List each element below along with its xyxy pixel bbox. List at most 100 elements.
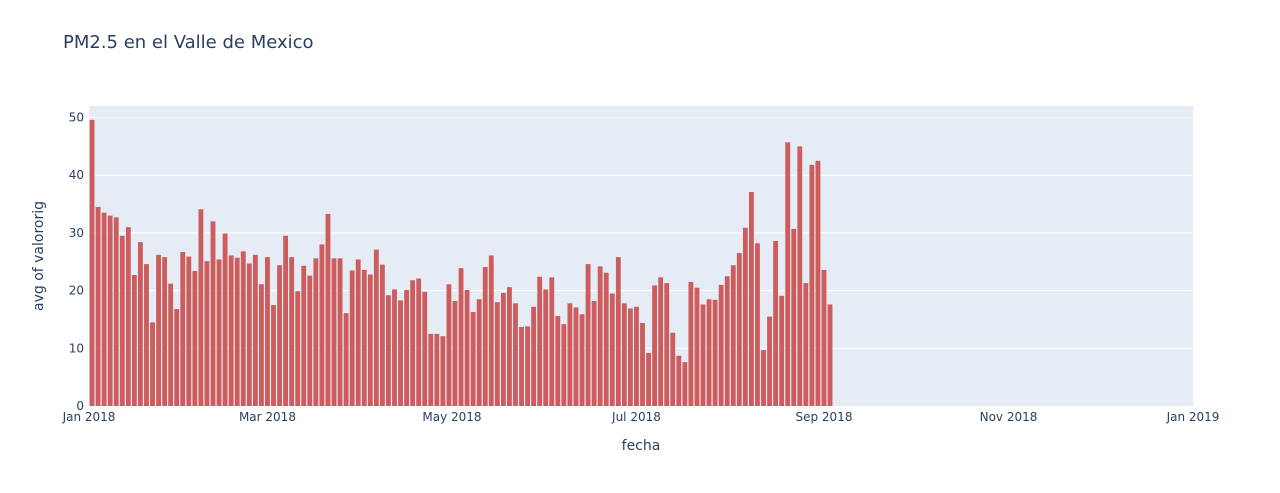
bar[interactable] [416,278,422,407]
bar[interactable] [627,308,633,407]
bar[interactable] [361,269,367,406]
bar[interactable] [724,276,730,406]
bar[interactable] [470,311,476,406]
bar[interactable] [258,284,264,406]
bar[interactable] [168,283,174,406]
bar[interactable] [561,324,567,406]
bar[interactable] [138,242,143,406]
bar[interactable] [113,217,119,406]
bar[interactable] [694,287,700,406]
bar[interactable] [283,235,289,406]
bar[interactable] [404,290,410,406]
bar[interactable] [301,265,307,406]
bar[interactable] [652,285,658,406]
bar[interactable] [603,272,609,406]
bar[interactable] [277,265,282,406]
bar[interactable] [555,316,561,406]
bar[interactable] [767,316,772,406]
bar[interactable] [398,300,403,406]
bar[interactable] [144,264,149,406]
bar[interactable] [101,212,107,406]
bar[interactable] [410,280,416,406]
bar[interactable] [422,291,428,406]
bar[interactable] [265,257,270,406]
bar[interactable] [337,258,343,406]
bar[interactable] [785,142,791,406]
bar[interactable] [162,257,168,406]
bar[interactable] [488,255,494,406]
bar[interactable] [761,350,766,406]
bar[interactable] [827,304,833,406]
bar[interactable] [494,302,500,406]
bar[interactable] [95,206,101,406]
bar[interactable] [730,265,736,406]
bar[interactable] [246,263,252,407]
bar[interactable] [150,322,155,406]
bar[interactable] [319,244,325,406]
bar[interactable] [736,253,742,406]
bar[interactable] [307,275,313,406]
bar[interactable] [355,259,361,406]
bar[interactable] [537,276,543,406]
bar[interactable] [543,289,549,406]
bar[interactable] [392,289,397,406]
bar[interactable] [573,307,579,406]
bar[interactable] [198,209,204,406]
bar[interactable] [797,146,803,406]
bar[interactable] [446,284,452,406]
bar[interactable] [107,215,113,406]
bar[interactable] [156,254,161,406]
bar[interactable] [779,295,785,406]
bar[interactable] [748,191,754,406]
bar[interactable] [718,284,724,406]
bar[interactable] [434,333,440,406]
bar[interactable] [791,228,797,406]
bar[interactable] [640,322,645,406]
bar[interactable] [476,299,482,406]
bar[interactable] [507,287,512,406]
bar[interactable] [803,283,809,406]
bar[interactable] [815,160,821,406]
bar[interactable] [349,270,355,406]
bar[interactable] [386,295,391,406]
bar[interactable] [700,304,706,406]
bar[interactable] [452,301,458,406]
bar[interactable] [621,303,627,406]
bar[interactable] [597,266,603,406]
bar[interactable] [773,241,779,406]
bar[interactable] [464,290,470,406]
bar[interactable] [688,281,694,406]
bar[interactable] [712,299,718,406]
bar[interactable] [591,301,597,406]
bar[interactable] [615,257,621,406]
bar[interactable] [821,269,827,406]
bar[interactable] [373,249,379,406]
bar[interactable] [228,255,234,406]
bar[interactable] [313,258,319,406]
bar[interactable] [609,293,615,407]
bar[interactable] [519,326,524,406]
bar[interactable] [192,271,198,406]
bar[interactable] [585,264,591,406]
bar[interactable] [252,254,258,406]
bar[interactable] [180,251,186,406]
bar[interactable] [174,309,180,406]
bar[interactable] [295,291,301,406]
bar[interactable] [131,275,137,406]
bar[interactable] [222,233,228,407]
bar[interactable] [125,227,131,406]
bar[interactable] [579,314,585,406]
bar[interactable] [440,336,446,406]
bar[interactable] [658,277,664,406]
bar[interactable] [549,277,555,406]
bar[interactable] [809,164,815,406]
bar[interactable] [271,305,276,406]
bar[interactable] [186,256,192,406]
bar[interactable] [531,306,537,406]
bar[interactable] [500,292,506,406]
bar[interactable] [379,264,385,406]
bar[interactable] [331,258,337,406]
bar[interactable] [210,221,216,406]
bar[interactable] [428,333,434,406]
bar[interactable] [567,303,573,406]
